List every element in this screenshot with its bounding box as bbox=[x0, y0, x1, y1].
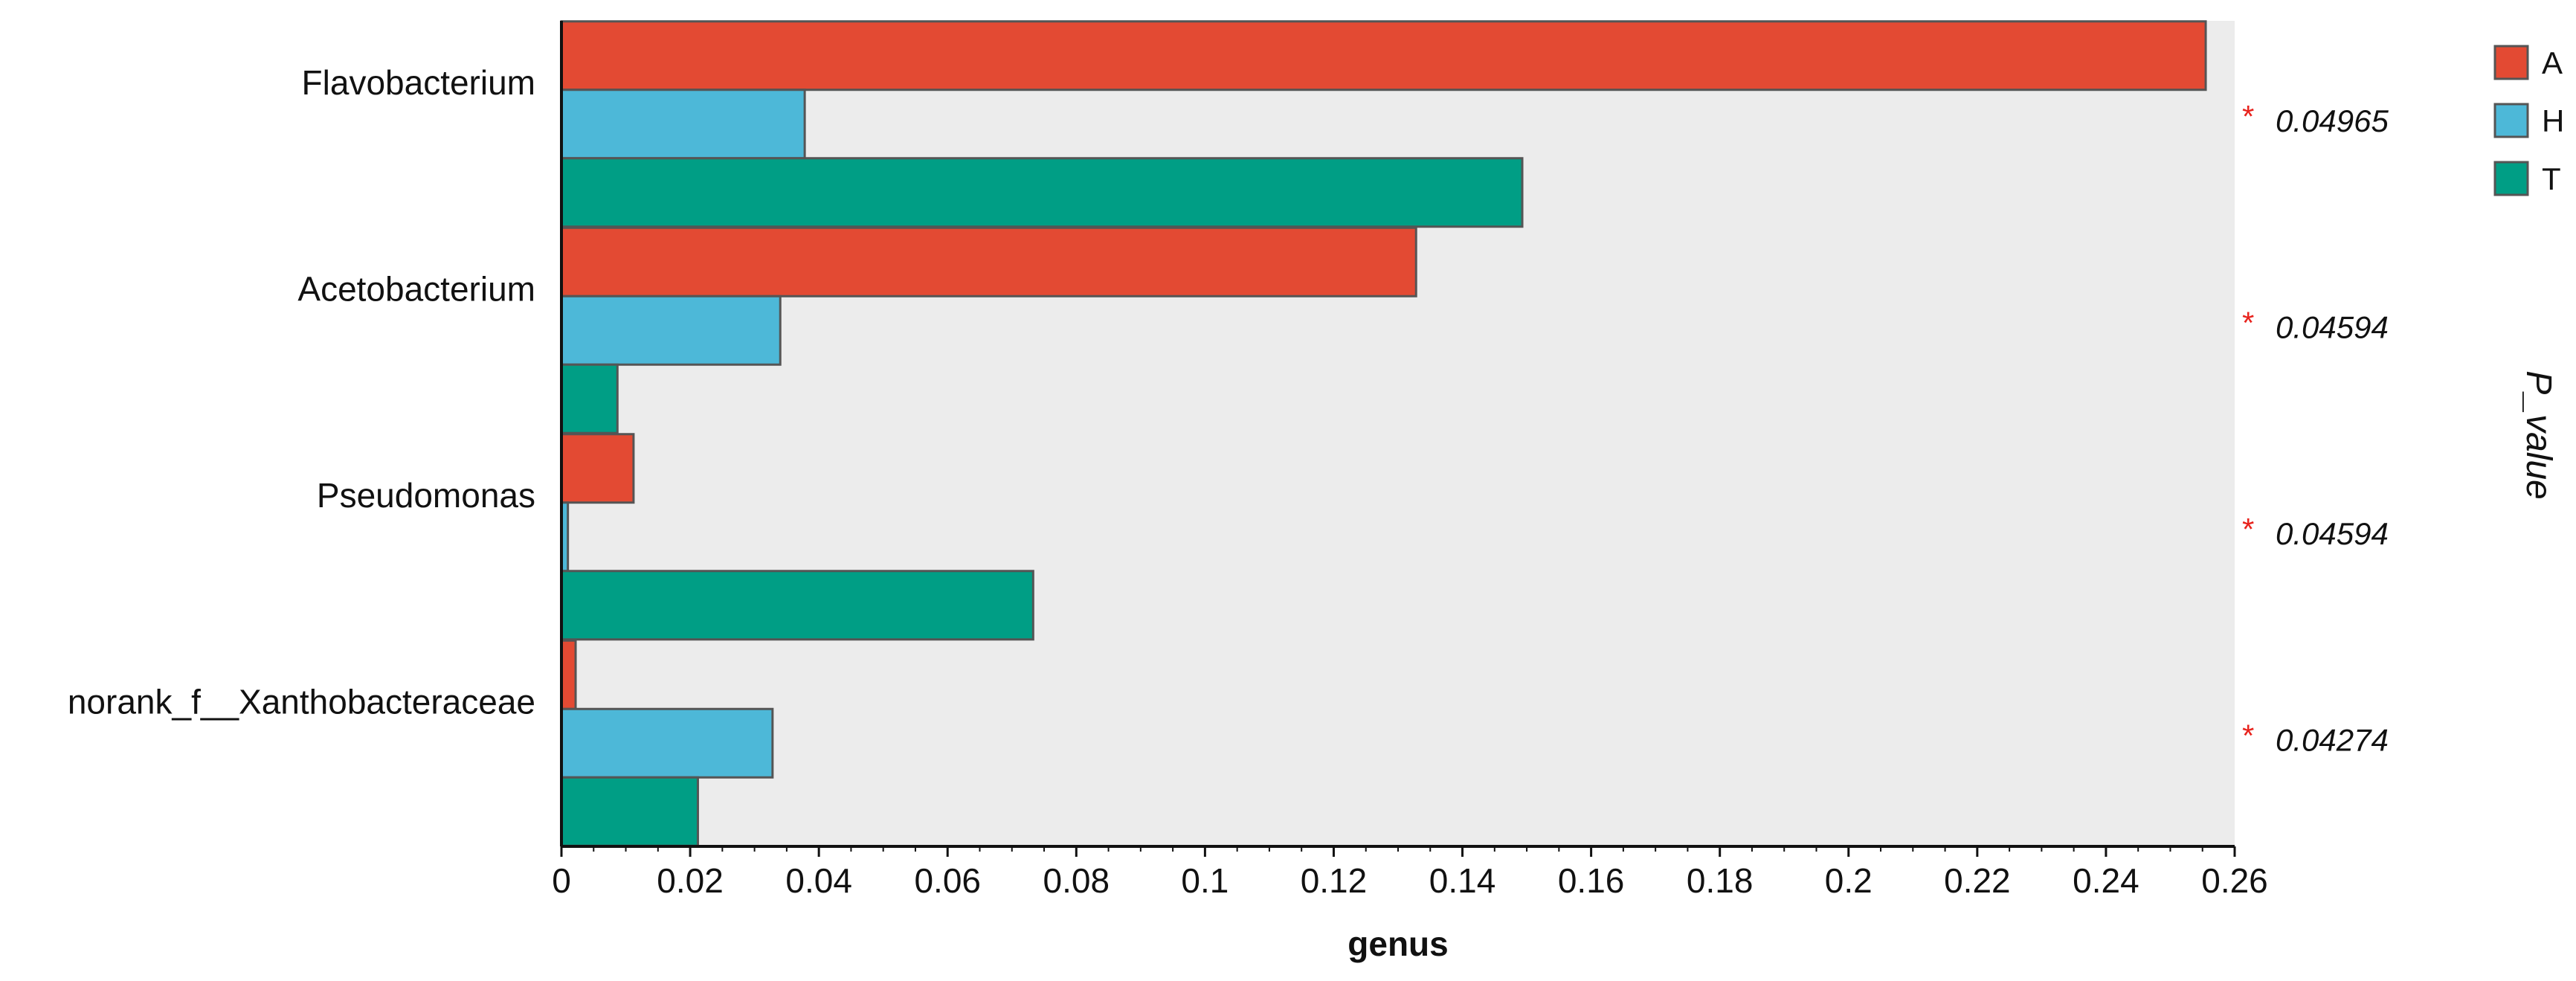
x-tick-label: 0.22 bbox=[1944, 861, 2011, 900]
p-value-axis-title: P_value bbox=[2519, 370, 2558, 499]
bar-T-1 bbox=[560, 363, 619, 434]
x-tick-label: 0.1 bbox=[1181, 861, 1229, 900]
x-tick-label: 0.02 bbox=[657, 861, 724, 900]
x-tick-label: 0 bbox=[552, 861, 571, 900]
legend: AHT bbox=[2493, 45, 2564, 196]
x-tick-label: 0.08 bbox=[1043, 861, 1110, 900]
legend-label: T bbox=[2542, 161, 2561, 196]
legend-swatch-T bbox=[2493, 161, 2529, 196]
legend-label: H bbox=[2542, 103, 2564, 138]
p-value-label: 0.04965 bbox=[2276, 103, 2389, 138]
significance-star: * bbox=[2242, 99, 2254, 134]
category-label: Pseudomonas bbox=[317, 476, 535, 515]
bar-H-1 bbox=[560, 295, 782, 366]
category-label: Flavobacterium bbox=[302, 63, 535, 102]
legend-label: A bbox=[2542, 45, 2563, 80]
x-tick-label: 0.26 bbox=[2201, 861, 2268, 900]
bar-A-2 bbox=[560, 433, 635, 504]
x-axis-title: genus bbox=[1347, 924, 1448, 963]
x-tick-label: 0.24 bbox=[2073, 861, 2139, 900]
p-value-label: 0.04274 bbox=[2276, 722, 2389, 757]
bars-layer bbox=[560, 20, 2207, 847]
category-label: Acetobacterium bbox=[297, 269, 535, 308]
bar-A-3 bbox=[560, 639, 577, 710]
bar-A-1 bbox=[560, 226, 1417, 297]
x-tick-label: 0.06 bbox=[914, 861, 981, 900]
x-axis: 0 0.02 0.04 0.06 0.08 0.1 0.12 0.14 0.16 0.18 0.2 0… bbox=[552, 21, 2268, 900]
x-tick-label: 0.2 bbox=[1825, 861, 1873, 900]
x-tick-label: 0.16 bbox=[1558, 861, 1625, 900]
x-tick-label: 0.04 bbox=[785, 861, 852, 900]
p-value-column: * 0.04965 * 0.04594 * 0.04594 * 0.04274 bbox=[2242, 99, 2389, 758]
significance-star: * bbox=[2242, 512, 2254, 547]
bar-T-0 bbox=[560, 157, 1524, 228]
legend-swatch-H bbox=[2493, 103, 2529, 138]
x-tick-label: 0.12 bbox=[1301, 861, 1368, 900]
x-tick-label: 0.14 bbox=[1429, 861, 1496, 900]
bar-A-0 bbox=[560, 20, 2207, 91]
significance-star: * bbox=[2242, 305, 2254, 340]
bar-H-0 bbox=[560, 89, 806, 160]
category-label: norank_f__Xanthobacteraceae bbox=[68, 682, 535, 721]
p-value-label: 0.04594 bbox=[2276, 309, 2389, 344]
bar-T-3 bbox=[560, 776, 699, 847]
bar-T-2 bbox=[560, 570, 1034, 641]
category-labels: Flavobacterium Acetobacterium Pseudomonas n… bbox=[68, 63, 535, 721]
x-tick-label: 0.18 bbox=[1687, 861, 1754, 900]
plot-background bbox=[561, 21, 2235, 846]
legend-swatch-A bbox=[2493, 45, 2529, 80]
bar-H-3 bbox=[560, 707, 774, 779]
significance-star: * bbox=[2242, 718, 2254, 753]
p-value-label: 0.04594 bbox=[2276, 516, 2389, 551]
